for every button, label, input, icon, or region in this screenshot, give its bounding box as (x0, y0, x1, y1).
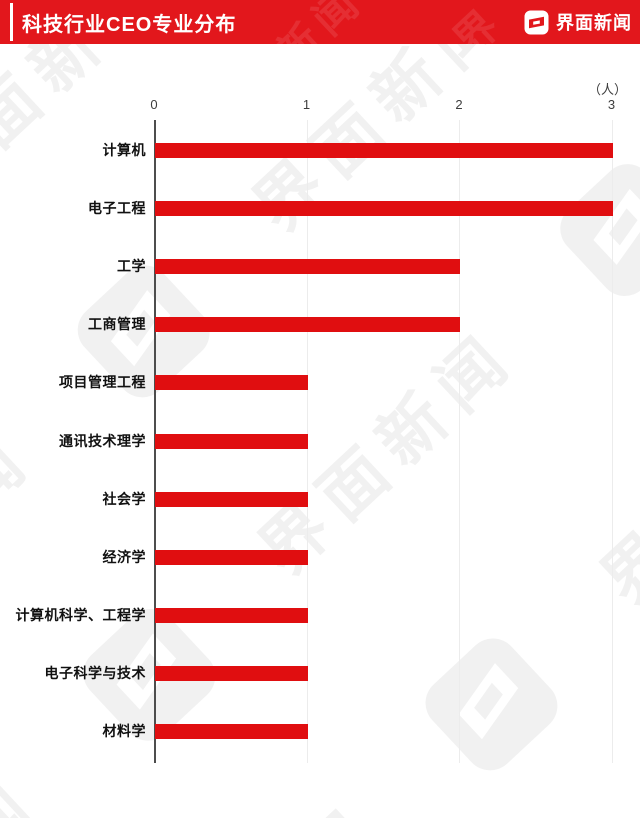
category-label: 项目管理工程 (59, 374, 146, 390)
bar (155, 550, 308, 565)
jiemian-logo-icon (524, 10, 549, 35)
category-label: 电子工程 (88, 200, 146, 216)
title-accent-bar (10, 3, 13, 41)
bar (155, 608, 308, 623)
x-tick-label: 3 (607, 97, 616, 112)
category-label: 材料学 (102, 723, 146, 739)
category-label: 计算机科学、工程学 (15, 607, 146, 623)
category-label: 工商管理 (88, 316, 146, 332)
bar (155, 666, 308, 681)
bar (155, 492, 308, 507)
x-gridline (611, 120, 613, 763)
header-bar: 新闻 界 科技行业CEO专业分布 界面新闻 (0, 0, 640, 44)
bar (155, 259, 460, 274)
category-label: 工学 (117, 258, 146, 274)
bar (155, 375, 308, 390)
brand-name: 界面新闻 (556, 13, 632, 33)
x-tick-label: 2 (455, 97, 463, 112)
bar (155, 143, 613, 158)
bar (155, 434, 308, 449)
header-watermark-text: 新闻 (261, 0, 376, 44)
bar (155, 201, 613, 216)
bar (155, 317, 460, 332)
category-label: 计算机 (102, 142, 146, 158)
page-title: 科技行业CEO专业分布 (22, 13, 237, 36)
category-label: 通讯技术理学 (59, 433, 146, 449)
category-label: 经济学 (102, 549, 146, 565)
x-tick-label: 0 (150, 97, 158, 112)
category-label: 社会学 (102, 491, 146, 507)
x-tick-label: 1 (302, 97, 311, 112)
x-gridline (459, 120, 460, 763)
bar (155, 724, 308, 739)
category-label: 电子科学与技术 (44, 665, 146, 681)
brand-block: 界面新闻 (524, 0, 632, 44)
header-watermark-text: 界 (444, 0, 514, 44)
axis-unit-label: （人） (587, 82, 627, 97)
